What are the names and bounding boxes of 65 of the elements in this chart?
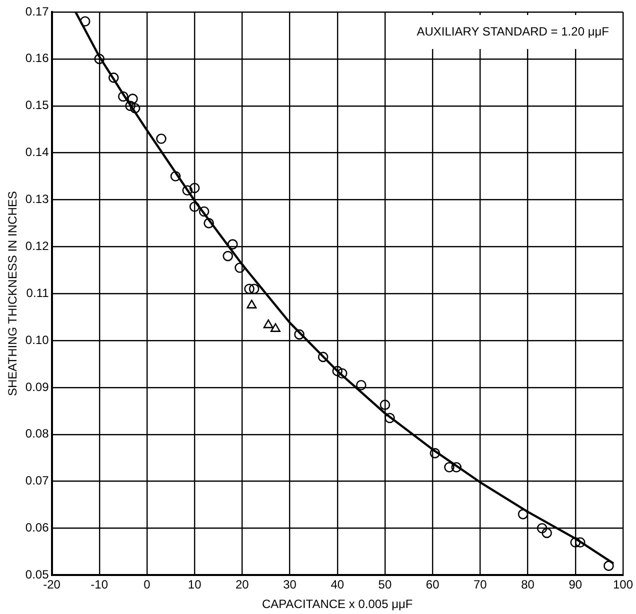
x-tick-label: 100 xyxy=(612,578,634,592)
y-tick-label: 0.09 xyxy=(25,380,50,394)
point xyxy=(604,560,614,571)
x-tick-label: 60 xyxy=(426,578,440,592)
y-tick-label: 0.11 xyxy=(26,286,50,300)
point xyxy=(518,509,528,520)
point xyxy=(189,202,200,212)
point xyxy=(356,380,366,390)
point xyxy=(234,262,245,273)
point xyxy=(125,100,136,112)
y-tick-label: 0.08 xyxy=(25,426,50,441)
x-tick-label: 20 xyxy=(235,578,250,592)
point xyxy=(318,352,328,362)
annotation: AUXILIARY STANDARD = 1.20 μμF xyxy=(416,24,609,38)
y-tick-label: 0.13 xyxy=(25,192,50,206)
y-tick-label: 0.15 xyxy=(25,98,50,112)
point xyxy=(444,462,454,472)
point xyxy=(570,537,581,548)
point xyxy=(182,185,193,196)
point xyxy=(118,91,128,102)
point xyxy=(248,284,260,294)
point xyxy=(244,284,254,294)
point xyxy=(170,171,181,182)
point xyxy=(189,182,200,194)
point xyxy=(294,329,304,340)
point xyxy=(222,250,234,262)
point xyxy=(380,400,390,410)
y-tick-label: 0.14 xyxy=(25,145,50,160)
x-tick-label: 40 xyxy=(330,578,344,592)
point xyxy=(80,16,90,27)
y-tick-label: 0.12 xyxy=(25,238,50,253)
point xyxy=(227,239,238,250)
x-tick-label: 70 xyxy=(474,578,488,592)
point xyxy=(246,300,257,308)
x-tick-label: 80 xyxy=(521,578,535,592)
point xyxy=(451,462,462,472)
y-tick-label: 0.16 xyxy=(25,51,50,66)
point xyxy=(108,72,119,83)
x-tick-label: 0 xyxy=(144,578,151,592)
x-tick-label: 90 xyxy=(568,578,582,592)
point xyxy=(270,323,280,332)
x-tick-label: -10 xyxy=(90,578,108,592)
y-axis-title: SHEATHING THICKNESS IN INCHES xyxy=(6,191,20,396)
point xyxy=(198,206,210,217)
point xyxy=(336,368,348,379)
x-axis-title: CAPACITANCE x 0.005 μμF xyxy=(262,597,413,612)
point xyxy=(430,448,440,458)
y-tick-label: 0.17 xyxy=(25,4,50,18)
point xyxy=(156,134,166,144)
x-tick-label: 10 xyxy=(188,578,202,592)
y-tick-label: 0.07 xyxy=(25,474,50,488)
point xyxy=(94,54,105,64)
point xyxy=(130,103,140,114)
point xyxy=(263,319,274,328)
point xyxy=(332,366,343,376)
point xyxy=(542,528,552,538)
x-tick-label: 50 xyxy=(378,578,392,592)
y-tick-label: 0.06 xyxy=(25,520,50,535)
point xyxy=(384,412,395,424)
point xyxy=(204,218,214,228)
x-tick-label: 30 xyxy=(283,578,297,592)
point xyxy=(574,537,586,548)
point xyxy=(128,94,138,104)
y-tick-label: 0.10 xyxy=(25,332,50,347)
point xyxy=(536,523,548,534)
